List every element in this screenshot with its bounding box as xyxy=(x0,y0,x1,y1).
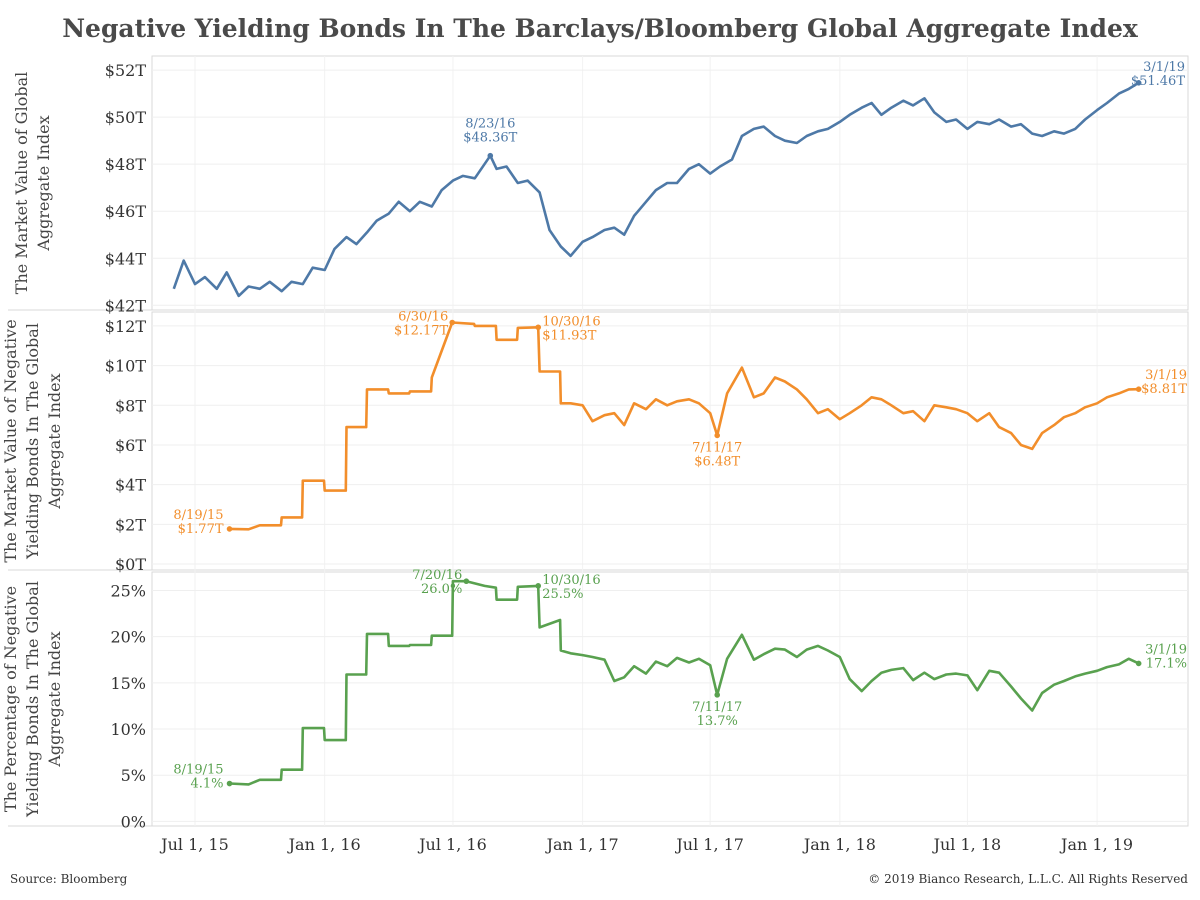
panel-frame xyxy=(151,55,1189,311)
y-axis-labels: The Market Value of Global Aggregate Inde… xyxy=(1,72,64,818)
annotation-label: 26.0% xyxy=(421,582,462,597)
y-axes: $42T $44T $46T $48T $50T $52T $0T $2T $4T $6T $8T $… xyxy=(105,61,147,831)
x-tick-label: Jul 1, 17 xyxy=(674,835,744,854)
annotation-label: 17.1% xyxy=(1146,656,1187,671)
y-tick-label: 10% xyxy=(110,720,146,739)
y-tick-label: $10T xyxy=(105,357,147,376)
annotation-label: 4.1% xyxy=(190,777,223,792)
y-tick-label: 0% xyxy=(121,812,146,831)
x-axis: Jul 1, 15 Jan 1, 16 Jul 1, 16 Jan 1, 17 Jul … xyxy=(159,835,1133,854)
annotation-label: $12.17T xyxy=(394,324,448,339)
annotation-marker xyxy=(1135,660,1142,667)
panel-frame xyxy=(151,571,1189,827)
annotation-label: 25.5% xyxy=(542,587,583,602)
y-tick-label: $50T xyxy=(105,108,147,127)
panel-frame xyxy=(151,311,1189,571)
annotation-marker xyxy=(226,526,233,532)
annotation-label: 3/1/19 xyxy=(1145,368,1187,383)
annotation-label: $1.77T xyxy=(178,522,224,537)
y-tick-label: $48T xyxy=(105,155,147,174)
y-tick-label: $4T xyxy=(115,476,146,495)
annotation-marker xyxy=(463,578,470,585)
y-tick-label: $0T xyxy=(115,555,146,574)
annotation-label: 8/23/16 xyxy=(465,117,515,132)
annotation-label: $51.46T xyxy=(1131,74,1185,89)
annotation-label: 3/1/19 xyxy=(1143,60,1185,75)
annotation-label: $8.81T xyxy=(1141,382,1187,397)
y-tick-label: 25% xyxy=(110,581,146,600)
x-tick-label: Jul 1, 16 xyxy=(417,835,487,854)
annotation-label: 7/11/17 xyxy=(692,440,742,455)
y-tick-label: $46T xyxy=(105,202,147,221)
negative-yield-value-line xyxy=(229,321,1139,531)
market-value-line xyxy=(172,81,1140,298)
annotations: 8/23/16$48.36T3/1/19$51.46T8/19/15$1.77T… xyxy=(173,60,1187,792)
y-tick-label: 15% xyxy=(110,674,146,693)
y-tick-label: $52T xyxy=(105,61,147,80)
y-tick-label: $8T xyxy=(115,396,146,415)
annotation-marker xyxy=(714,692,721,698)
y-tick-label: $44T xyxy=(105,249,147,268)
y-axis-label: Aggregate Index xyxy=(34,115,53,251)
panel-frames xyxy=(8,55,1189,827)
y-axis-label: Aggregate Index xyxy=(45,631,64,767)
annotation-marker xyxy=(487,152,494,159)
y-axis-label: Aggregate Index xyxy=(45,373,64,509)
copyright-note: © 2019 Bianco Research, L.L.C. All Right… xyxy=(868,872,1188,886)
x-tick-label: Jan 1, 18 xyxy=(802,835,876,854)
source-note: Source: Bloomberg xyxy=(10,872,128,886)
annotation-label: 10/30/16 xyxy=(542,573,600,588)
y-tick-label: 5% xyxy=(121,766,146,785)
annotation-label: 10/30/16 xyxy=(542,314,600,329)
annotation-marker xyxy=(449,319,456,326)
y-tick-label: $6T xyxy=(115,436,146,455)
chart-title: Negative Yielding Bonds In The Barclays/… xyxy=(62,14,1138,43)
annotation-label: 3/1/19 xyxy=(1145,642,1187,657)
x-tick-label: Jan 1, 16 xyxy=(287,835,361,854)
annotation-label: 7/11/17 xyxy=(692,700,742,715)
annotation-label: $11.93T xyxy=(542,328,596,343)
y-axis-label: The Percentage of Negative xyxy=(1,586,20,812)
annotation-marker xyxy=(714,432,721,439)
annotation-label: $48.36T xyxy=(463,131,517,146)
series-lines xyxy=(172,81,1140,786)
annotation-label: 7/20/16 xyxy=(412,568,462,583)
y-tick-label: 20% xyxy=(110,628,146,647)
x-tick-label: Jul 1, 15 xyxy=(159,835,229,854)
x-tick-label: Jan 1, 19 xyxy=(1059,835,1133,854)
y-axis-label: Yielding Bonds In The Global xyxy=(23,323,42,560)
annotation-label: 8/19/15 xyxy=(173,508,223,523)
annotation-marker xyxy=(1135,80,1142,86)
annotation-label: $6.48T xyxy=(694,454,740,469)
annotation-label: 13.7% xyxy=(697,714,738,729)
y-axis-label: The Market Value of Negative xyxy=(1,319,20,562)
y-axis-label: Yielding Bonds In The Global xyxy=(23,581,42,818)
annotation-marker xyxy=(1135,386,1142,393)
annotation-label: 8/19/15 xyxy=(173,763,223,778)
y-tick-label: $2T xyxy=(115,515,146,534)
annotation-marker xyxy=(226,780,233,787)
negative-yield-percentage-line xyxy=(229,579,1140,786)
y-tick-label: $12T xyxy=(105,317,147,336)
annotation-marker xyxy=(535,324,542,331)
y-axis-label: The Market Value of Global xyxy=(12,72,31,294)
annotation-marker xyxy=(535,583,542,589)
x-tick-label: Jan 1, 17 xyxy=(545,835,619,854)
x-tick-label: Jul 1, 18 xyxy=(932,835,1002,854)
y-tick-label: $42T xyxy=(105,296,147,315)
annotation-label: 6/30/16 xyxy=(398,310,448,325)
